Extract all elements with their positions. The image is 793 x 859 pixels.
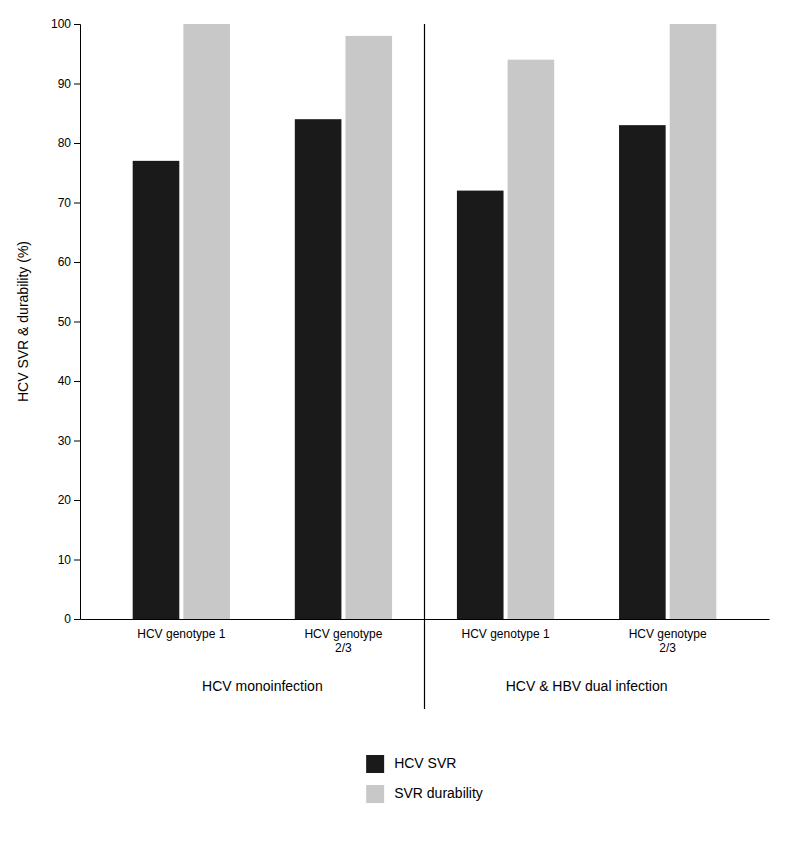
tick-label: 60 — [58, 255, 72, 269]
group-label: HCV monoinfection — [202, 678, 323, 694]
bar — [619, 125, 666, 619]
tick-mark — [74, 262, 80, 263]
tick-mark — [74, 619, 80, 620]
tick: 30 — [58, 434, 80, 448]
group-label: HCV & HBV dual infection — [506, 678, 668, 694]
tick-label: HCV genotype 1 — [137, 627, 225, 641]
tick: 70 — [58, 196, 80, 210]
chart: 0102030405060708090100HCV genotype 1HCV … — [0, 0, 793, 859]
bar — [133, 161, 180, 619]
legend-item: SVR durability — [366, 785, 483, 803]
tick: 40 — [58, 374, 80, 388]
tick-label: 40 — [58, 374, 72, 388]
bar — [345, 36, 392, 619]
tick: 20 — [58, 493, 80, 507]
legend-item: HCV SVR — [366, 755, 456, 773]
tick-label: 70 — [58, 196, 72, 210]
legend-label: SVR durability — [394, 785, 483, 801]
y-axis: 0 10 20 30 40 50 60 70 80 90 100 — [51, 17, 81, 626]
legend-label: HCV SVR — [394, 755, 456, 771]
bar — [183, 24, 230, 619]
tick-label-line: HCV genotype 1 — [462, 627, 550, 641]
tick-label-line: HCV genotype 1 — [137, 627, 225, 641]
tick: 50 — [58, 315, 80, 329]
tick-label: 90 — [58, 77, 72, 91]
tick: HCV genotype2/3 — [629, 627, 707, 655]
tick: 80 — [58, 136, 80, 150]
tick: HCV genotype2/3 — [304, 627, 382, 655]
legend-swatch — [366, 785, 384, 803]
tick-label: 80 — [58, 136, 72, 150]
y-axis-title: HCV SVR & durability (%) — [15, 241, 31, 402]
tick: 100 — [51, 17, 80, 31]
tick-mark — [74, 560, 80, 561]
tick-mark — [74, 500, 80, 501]
tick-mark — [74, 143, 80, 144]
tick: 10 — [58, 553, 80, 567]
tick-mark — [74, 381, 80, 382]
tick-mark — [74, 24, 80, 25]
tick: 90 — [58, 77, 80, 91]
tick-label: 10 — [58, 553, 72, 567]
tick-label-line: HCV genotype — [304, 627, 382, 641]
tick-mark — [74, 203, 80, 204]
tick-label: HCV genotype 1 — [462, 627, 550, 641]
groups: HCV monoinfection HCV & HBV dual infectio… — [202, 24, 667, 709]
tick: 60 — [58, 255, 80, 269]
axis-line — [74, 25, 81, 620]
tick: 0 — [64, 612, 80, 626]
bar — [457, 191, 504, 619]
legend: HCV SVR SVR durability — [366, 755, 483, 803]
bar — [670, 24, 717, 619]
tick-label: HCV genotype2/3 — [629, 627, 707, 655]
group-divider — [424, 24, 425, 709]
tick-mark — [74, 441, 80, 442]
tick-mark — [74, 84, 80, 85]
plot: 0102030405060708090100HCV genotype 1HCV … — [15, 17, 770, 709]
tick-label: 0 — [64, 612, 71, 626]
tick-label: 100 — [51, 17, 71, 31]
tick-label: 30 — [58, 434, 72, 448]
tick-label: 20 — [58, 493, 72, 507]
bar — [508, 60, 555, 619]
tick-label-line: 2/3 — [659, 641, 676, 655]
tick-label: 50 — [58, 315, 72, 329]
tick-label-line: HCV genotype — [629, 627, 707, 641]
tick: HCV genotype 1 — [462, 627, 550, 641]
tick-label-line: 2/3 — [335, 641, 352, 655]
legend-swatch — [366, 755, 384, 773]
tick-label: HCV genotype2/3 — [304, 627, 382, 655]
tick: HCV genotype 1 — [137, 627, 225, 641]
bar — [295, 119, 342, 619]
tick-mark — [74, 322, 80, 323]
